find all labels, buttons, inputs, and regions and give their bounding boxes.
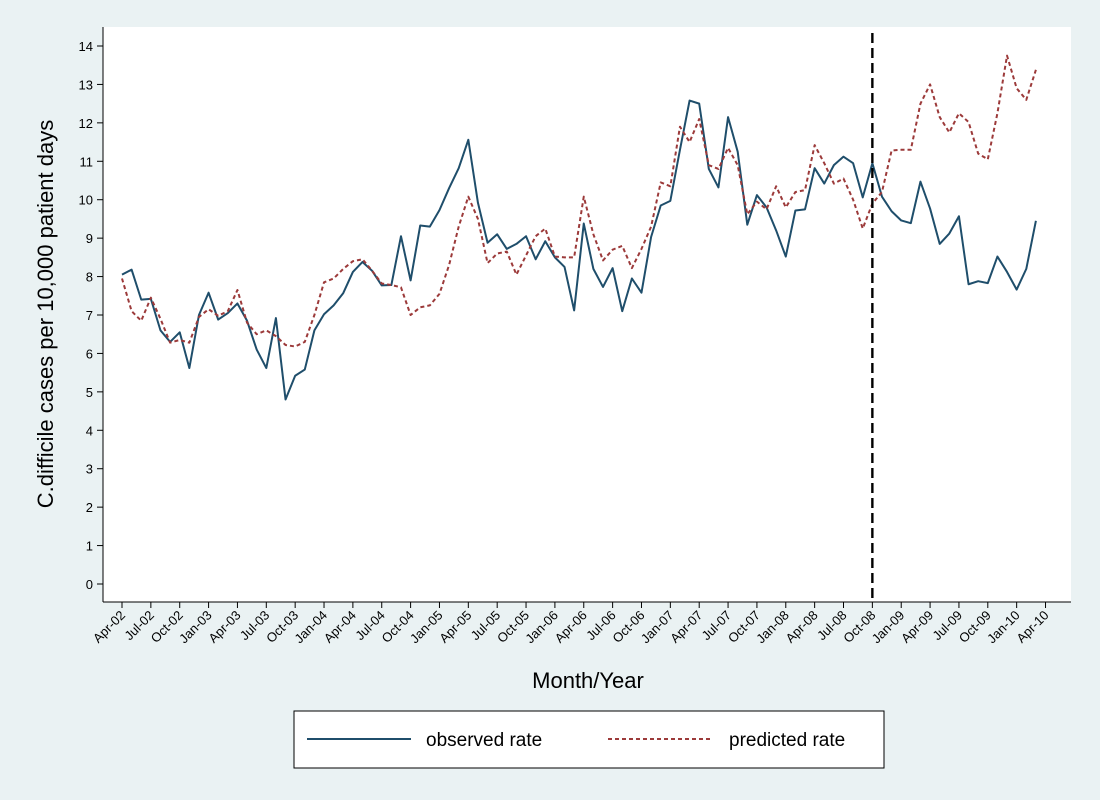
x-tick-label: Apr-10 <box>1013 608 1051 646</box>
predicted-rate-line <box>121 54 1037 348</box>
x-axis-title: Month/Year <box>532 668 644 693</box>
x-axis: Apr-02Jul-02Oct-02Jan-03Apr-03Jul-03Oct-… <box>90 601 1071 647</box>
x-tick-label: Jan-09 <box>869 608 908 647</box>
legend-label-observed: observed rate <box>426 730 542 751</box>
plot-area <box>103 27 1071 602</box>
series-layer <box>121 54 1037 401</box>
y-tick-label: 0 <box>86 577 93 592</box>
x-tick-label: Apr-05 <box>436 608 474 646</box>
legend-label-predicted: predicted rate <box>729 730 845 751</box>
observed-rate-line <box>121 99 1037 401</box>
x-tick-label: Jan-07 <box>638 608 677 647</box>
y-tick-label: 10 <box>79 193 93 208</box>
x-tick-label: Jan-03 <box>176 608 215 647</box>
y-tick-label: 14 <box>79 39 93 54</box>
y-tick-label: 1 <box>86 539 93 554</box>
x-tick-label: Apr-02 <box>90 608 128 646</box>
y-tick-label: 6 <box>86 346 93 361</box>
y-tick-label: 5 <box>86 385 93 400</box>
x-tick-label: Jan-10 <box>984 608 1023 647</box>
y-tick-label: 2 <box>86 500 93 515</box>
y-tick-label: 8 <box>86 270 93 285</box>
y-tick-label: 13 <box>79 77 93 92</box>
y-tick-label: 9 <box>86 231 93 246</box>
x-tick-label: Jan-04 <box>291 608 330 647</box>
y-tick-label: 4 <box>86 423 93 438</box>
x-tick-label: Apr-09 <box>898 608 936 646</box>
x-tick-label: Apr-04 <box>321 608 359 646</box>
x-tick-label: Apr-06 <box>552 608 590 646</box>
x-tick-label: Apr-03 <box>205 608 243 646</box>
x-tick-label: Jan-06 <box>522 608 561 647</box>
x-tick-label: Jan-08 <box>753 608 792 647</box>
y-tick-label: 7 <box>86 308 93 323</box>
x-tick-label: Jan-05 <box>407 608 446 647</box>
x-tick-label: Apr-07 <box>667 608 705 646</box>
y-axis-title: C.difficile cases per 10,000 patient day… <box>33 120 58 509</box>
y-tick-label: 3 <box>86 462 93 477</box>
x-tick-label: Apr-08 <box>783 608 821 646</box>
y-tick-label: 12 <box>79 116 93 131</box>
y-tick-label: 11 <box>80 154 94 169</box>
legend: observed rate predicted rate <box>293 710 885 769</box>
